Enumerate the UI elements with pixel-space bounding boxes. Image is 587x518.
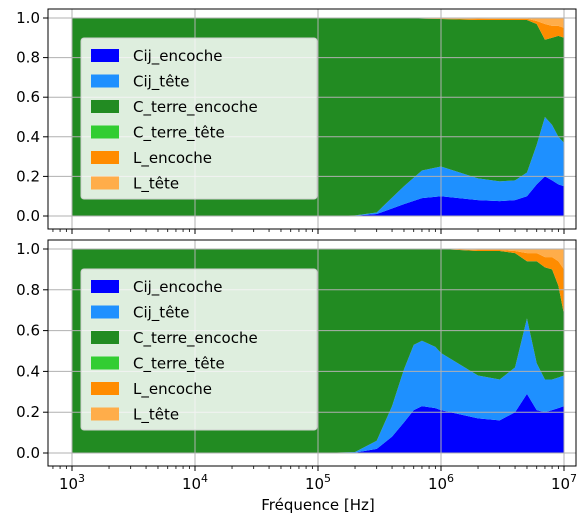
legend-swatch bbox=[91, 151, 119, 164]
legend-swatch bbox=[91, 305, 119, 319]
y-tick-label: 0.4 bbox=[16, 362, 40, 380]
legend-label: L_encoche bbox=[133, 149, 212, 168]
y-tick-label: 1.0 bbox=[16, 240, 40, 258]
y-tick-label: 1.0 bbox=[16, 9, 40, 27]
legend-label: Cij_encoche bbox=[133, 278, 222, 297]
y-tick-label: 0.8 bbox=[16, 49, 40, 67]
y-tick-label: 0.2 bbox=[16, 167, 40, 185]
y-tick-label: 0.0 bbox=[16, 207, 40, 225]
legend-label: C_terre_tête bbox=[133, 124, 225, 143]
legend-swatch bbox=[91, 100, 119, 113]
legend-label: C_terre_encoche bbox=[133, 329, 258, 348]
chart-panel-top: 0.0 0.2 0.4 0.6 0.8 1.0 Cij_encoche Cij_tête C_t… bbox=[16, 8, 577, 234]
legend-label: Cij_tête bbox=[133, 304, 190, 323]
y-tick-label: 0.0 bbox=[16, 444, 40, 462]
y-tick-label: 0.8 bbox=[16, 281, 40, 299]
y-tick-label: 0.2 bbox=[16, 403, 40, 421]
legend-label: Cij_tête bbox=[133, 73, 190, 92]
legend-swatch bbox=[91, 49, 119, 62]
legend-swatch bbox=[91, 280, 119, 293]
y-tick-label: 0.6 bbox=[16, 322, 40, 340]
x-axis-title: Fréquence [Hz] bbox=[261, 496, 374, 514]
legend-swatch bbox=[91, 176, 119, 190]
legend-swatch bbox=[91, 407, 119, 421]
y-tick-label: 0.6 bbox=[16, 88, 40, 106]
legend-swatch bbox=[91, 382, 119, 395]
legend-label: Cij_encoche bbox=[133, 47, 222, 66]
legend-label: L_encoche bbox=[133, 380, 212, 399]
legend-swatch bbox=[91, 356, 119, 370]
legend-label: L_tête bbox=[133, 175, 179, 194]
y-tick-label: 0.4 bbox=[16, 128, 40, 146]
legend-label: C_terre_tête bbox=[133, 355, 225, 374]
legend-box bbox=[80, 268, 318, 431]
legend-swatch bbox=[91, 74, 119, 88]
legend-box bbox=[80, 37, 318, 200]
area-Cij_tête bbox=[72, 318, 564, 453]
legend-swatch bbox=[91, 331, 119, 344]
legend-label: C_terre_encoche bbox=[133, 98, 258, 117]
legend-label: L_tête bbox=[133, 406, 179, 425]
legend-swatch bbox=[91, 125, 119, 139]
